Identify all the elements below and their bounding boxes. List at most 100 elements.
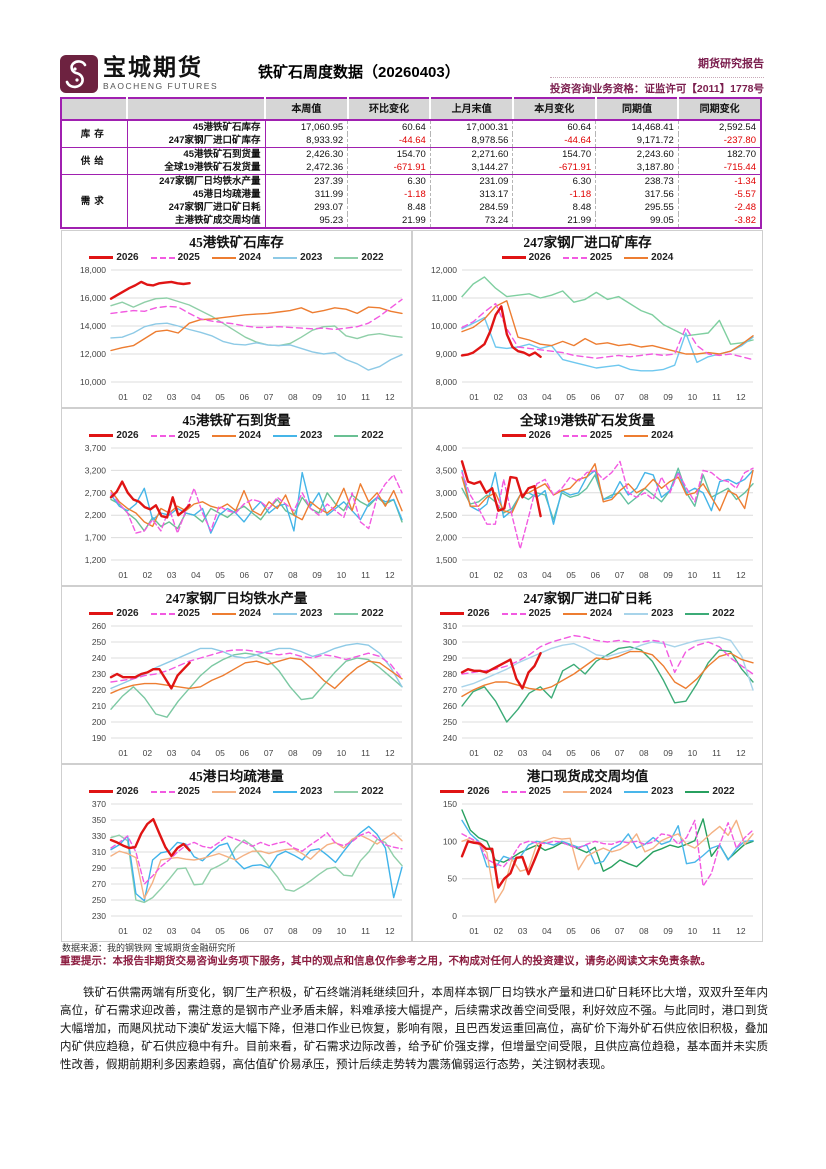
svg-text:06: 06 — [239, 392, 249, 402]
table-cell-value: 17,000.31 — [430, 120, 514, 134]
legend-item-2024: 2024 — [624, 430, 673, 441]
svg-text:10,000: 10,000 — [80, 377, 106, 387]
analysis-paragraph: 铁矿石供需两端有所变化，钢厂生产积极，矿石终端消耗继续回升，本周样本钢厂日均铁水… — [60, 987, 768, 1071]
svg-text:1,500: 1,500 — [435, 555, 457, 565]
svg-text:230: 230 — [91, 911, 105, 921]
svg-text:50: 50 — [447, 874, 457, 884]
svg-text:10: 10 — [687, 392, 697, 402]
svg-text:09: 09 — [663, 926, 673, 936]
brand-name-en: BAOCHENG FUTURES — [103, 81, 219, 91]
chart-global-19-port-shipments: 全球19港铁矿石发货量 2026 2025 2024 1,500 2,000 2,500… — [412, 408, 763, 586]
svg-text:02: 02 — [142, 570, 152, 580]
chart-title: 45港铁矿石库存 — [189, 235, 284, 250]
svg-text:10,000: 10,000 — [431, 321, 457, 331]
legend-item-2025: 2025 — [150, 252, 200, 263]
svg-text:08: 08 — [288, 926, 298, 936]
header-week-value: 本周值 — [264, 98, 348, 121]
svg-text:09: 09 — [312, 748, 322, 758]
legend-swatch — [685, 790, 710, 793]
svg-text:06: 06 — [239, 570, 249, 580]
svg-text:05: 05 — [566, 926, 576, 936]
header-last-month-value: 上月末值 — [429, 98, 513, 121]
svg-text:100: 100 — [442, 836, 456, 846]
summary-table: 本周值 环比变化 上月末值 本月变化 同期值 同期变化 库存 45港铁矿石库存 17… — [60, 97, 762, 229]
legend-swatch — [334, 612, 359, 615]
table-category-label: 需求 — [61, 174, 128, 228]
svg-text:11: 11 — [712, 748, 721, 758]
svg-text:0: 0 — [452, 911, 457, 921]
svg-text:01: 01 — [469, 748, 479, 758]
svg-text:250: 250 — [91, 895, 105, 905]
legend-item-2025: 2025 — [150, 786, 200, 797]
legend-swatch — [562, 790, 587, 793]
table-row: 45港日均疏港量 311.99 -1.18 313.17 -1.18 317.56 -5.5… — [61, 188, 761, 201]
svg-text:270: 270 — [442, 685, 456, 695]
header-blank-item — [126, 98, 265, 121]
svg-text:12: 12 — [736, 748, 746, 758]
svg-text:07: 07 — [614, 926, 624, 936]
chart-canvas: 1,200 1,700 2,200 2,700 3,200 3,700 01 02 03 04 05… — [84, 443, 403, 580]
legend-item-2022: 2022 — [685, 608, 735, 619]
svg-text:220: 220 — [91, 685, 105, 695]
svg-text:08: 08 — [288, 570, 298, 580]
legend-item-2024: 2024 — [562, 786, 612, 797]
legend-item-2025: 2025 — [150, 430, 200, 441]
svg-text:3,200: 3,200 — [84, 465, 106, 475]
table-cell-value: 3,144.27 — [430, 161, 514, 175]
table-cell-value: 17,060.95 — [265, 120, 349, 134]
legend-swatch — [624, 790, 649, 793]
svg-text:07: 07 — [614, 748, 624, 758]
svg-text:01: 01 — [118, 570, 128, 580]
legend-item-2024: 2024 — [211, 786, 261, 797]
table-cell-value: 154.70 — [347, 147, 431, 161]
svg-text:290: 290 — [442, 653, 456, 663]
table-row: 全球19港铁矿石发货量 2,472.36 -671.91 3,144.27 -671.9… — [61, 161, 761, 175]
table-cell-value: 295.55 — [595, 201, 679, 214]
legend-item-2023: 2023 — [624, 608, 673, 619]
legend-swatch — [440, 612, 465, 615]
svg-text:10: 10 — [336, 570, 346, 580]
svg-text:3,500: 3,500 — [435, 465, 457, 475]
svg-text:11: 11 — [361, 748, 370, 758]
svg-text:06: 06 — [590, 926, 600, 936]
svg-text:06: 06 — [239, 748, 249, 758]
chart-title: 247家钢厂进口矿库存 — [523, 235, 652, 250]
svg-text:05: 05 — [566, 392, 576, 402]
important-notice: 重要提示：本报告非期货交易咨询业务项下服务，其中的观点和信息仅作参考之用，不构成… — [60, 955, 711, 967]
legend-swatch — [273, 612, 298, 615]
svg-text:02: 02 — [142, 926, 152, 936]
svg-text:240: 240 — [442, 733, 456, 743]
legend-swatch — [150, 256, 175, 259]
svg-text:10: 10 — [336, 748, 346, 758]
table-header-row: 本周值 环比变化 上月末值 本月变化 同期值 同期变化 — [61, 98, 761, 121]
table-item-label: 45港日均疏港量 — [127, 188, 266, 201]
table-cell-value: 317.56 — [595, 188, 679, 201]
svg-text:3,000: 3,000 — [435, 488, 457, 498]
legend-swatch — [440, 790, 465, 793]
svg-text:01: 01 — [118, 926, 128, 936]
logo-swirl-icon — [60, 55, 98, 93]
legend-swatch — [501, 790, 526, 793]
svg-text:02: 02 — [493, 392, 503, 402]
svg-text:03: 03 — [517, 570, 527, 580]
legend-swatch — [150, 434, 175, 437]
svg-text:2,000: 2,000 — [435, 533, 457, 543]
svg-text:07: 07 — [263, 926, 273, 936]
legend-item-2023: 2023 — [273, 252, 322, 263]
report-tag: 期货研究报告 — [698, 58, 764, 70]
table-cell-value: 2,426.30 — [265, 147, 349, 161]
svg-text:300: 300 — [442, 637, 456, 647]
svg-text:03: 03 — [517, 748, 527, 758]
chart-canvas: 190 200 210 220 230 240 250 260 01 02 03 04 05 06 07 08… — [91, 621, 403, 758]
legend-item-2026: 2026 — [501, 252, 551, 263]
legend-item-2025: 2025 — [562, 430, 612, 441]
svg-text:04: 04 — [542, 748, 552, 758]
table-cell-value: 60.64 — [512, 120, 597, 134]
legend-item-2023: 2023 — [273, 608, 322, 619]
svg-text:11: 11 — [712, 392, 721, 402]
table-cell-value: -237.80 — [723, 135, 756, 146]
svg-text:05: 05 — [215, 570, 225, 580]
table-cell-value: 293.07 — [265, 201, 349, 214]
table-row: 供给 45港铁矿石到货量 2,426.30 154.70 2,271.60 154.70 2… — [61, 147, 761, 175]
legend-swatch — [273, 434, 298, 437]
